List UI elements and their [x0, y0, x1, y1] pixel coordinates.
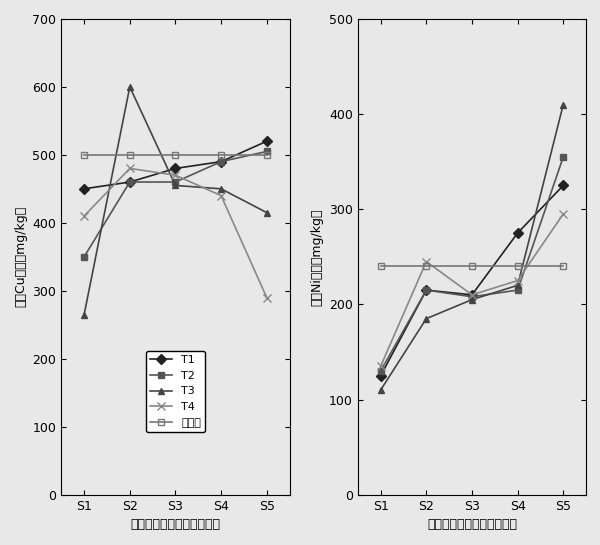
T2 — [377, 368, 384, 374]
T4 — [172, 172, 179, 179]
T3 — [469, 296, 476, 303]
T2 — [423, 287, 430, 293]
起始值 — [263, 152, 271, 158]
T1 — [126, 179, 133, 185]
T3 — [560, 101, 567, 108]
Line: T3: T3 — [80, 83, 270, 318]
T1 — [560, 182, 567, 189]
Y-axis label: 土壤Ni含量（mg/kg）: 土壤Ni含量（mg/kg） — [310, 208, 323, 306]
Legend: T1, T2, T3, T4, 起始值: T1, T2, T3, T4, 起始值 — [146, 351, 205, 432]
X-axis label: 土壤截面（从阳极到阴极）: 土壤截面（从阳极到阴极） — [130, 518, 220, 531]
起始值 — [560, 263, 567, 270]
T4 — [263, 294, 271, 301]
起始值 — [80, 152, 88, 158]
T2 — [469, 294, 476, 300]
起始值 — [172, 152, 179, 158]
T3 — [263, 209, 271, 216]
T3 — [218, 185, 225, 192]
T4 — [218, 192, 225, 199]
Line: T2: T2 — [80, 148, 270, 261]
T4 — [377, 363, 384, 370]
T4 — [514, 277, 521, 284]
T3 — [514, 282, 521, 289]
T4 — [560, 211, 567, 217]
T3 — [80, 311, 88, 318]
T1 — [263, 138, 271, 144]
T1 — [218, 159, 225, 165]
T2 — [560, 154, 567, 160]
T2 — [172, 179, 179, 185]
Line: T4: T4 — [80, 164, 271, 302]
T1 — [80, 185, 88, 192]
T1 — [423, 287, 430, 293]
Line: T2: T2 — [377, 153, 567, 374]
Line: T1: T1 — [377, 182, 567, 379]
T2 — [514, 287, 521, 293]
X-axis label: 土壤截面（从阳极到阴极）: 土壤截面（从阳极到阴极） — [427, 518, 517, 531]
起始值 — [126, 152, 133, 158]
起始值 — [218, 152, 225, 158]
T3 — [377, 387, 384, 393]
T1 — [172, 165, 179, 172]
T4 — [80, 213, 88, 219]
T2 — [218, 159, 225, 165]
Y-axis label: 土壤Cu含量（mg/kg）: 土壤Cu含量（mg/kg） — [14, 206, 27, 307]
T1 — [377, 372, 384, 379]
T4 — [423, 258, 430, 265]
T2 — [263, 148, 271, 155]
起始值 — [469, 263, 476, 270]
T3 — [126, 83, 133, 90]
T1 — [514, 230, 521, 237]
T2 — [126, 179, 133, 185]
T3 — [172, 182, 179, 189]
T2 — [80, 253, 88, 260]
起始值 — [514, 263, 521, 270]
T4 — [469, 292, 476, 298]
T4 — [126, 165, 133, 172]
Line: T4: T4 — [376, 210, 568, 371]
Line: 起始值: 起始值 — [377, 263, 567, 270]
Line: T3: T3 — [377, 101, 567, 393]
Line: T1: T1 — [80, 138, 270, 192]
T1 — [469, 292, 476, 298]
起始值 — [377, 263, 384, 270]
T3 — [423, 316, 430, 322]
Line: 起始值: 起始值 — [80, 152, 270, 158]
起始值 — [423, 263, 430, 270]
